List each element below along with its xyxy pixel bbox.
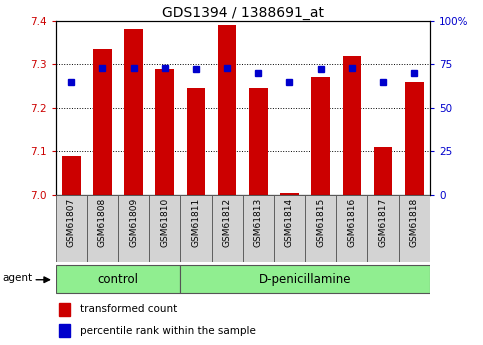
FancyBboxPatch shape (87, 195, 118, 262)
Bar (59, 324, 70, 337)
Bar (312, 77, 330, 195)
Bar (405, 82, 424, 195)
Text: GSM61810: GSM61810 (160, 198, 169, 247)
Bar (59, 303, 70, 316)
FancyBboxPatch shape (56, 195, 87, 262)
FancyBboxPatch shape (274, 195, 305, 262)
Text: percentile rank within the sample: percentile rank within the sample (80, 326, 256, 336)
Text: D-penicillamine: D-penicillamine (259, 273, 351, 286)
Bar (374, 147, 392, 195)
Text: agent: agent (3, 273, 33, 283)
Text: GSM61807: GSM61807 (67, 198, 76, 247)
Bar (156, 69, 174, 195)
Text: GSM61816: GSM61816 (347, 198, 356, 247)
Text: GSM61812: GSM61812 (223, 198, 232, 247)
FancyBboxPatch shape (398, 195, 430, 262)
Text: GSM61811: GSM61811 (191, 198, 200, 247)
FancyBboxPatch shape (118, 195, 149, 262)
Bar (93, 49, 112, 195)
FancyBboxPatch shape (180, 265, 430, 293)
FancyBboxPatch shape (212, 195, 242, 262)
Bar (218, 25, 237, 195)
FancyBboxPatch shape (180, 195, 212, 262)
Text: GSM61818: GSM61818 (410, 198, 419, 247)
Text: GSM61813: GSM61813 (254, 198, 263, 247)
Bar (342, 56, 361, 195)
Text: GSM61817: GSM61817 (379, 198, 387, 247)
FancyBboxPatch shape (305, 195, 336, 262)
FancyBboxPatch shape (56, 265, 180, 293)
Bar (249, 88, 268, 195)
Text: transformed count: transformed count (80, 304, 177, 314)
Bar (280, 193, 299, 195)
Text: control: control (98, 273, 139, 286)
Text: GSM61808: GSM61808 (98, 198, 107, 247)
Text: GSM61814: GSM61814 (285, 198, 294, 247)
Bar (62, 156, 81, 195)
Title: GDS1394 / 1388691_at: GDS1394 / 1388691_at (162, 6, 324, 20)
FancyBboxPatch shape (368, 195, 398, 262)
FancyBboxPatch shape (242, 195, 274, 262)
Text: GSM61809: GSM61809 (129, 198, 138, 247)
Text: GSM61815: GSM61815 (316, 198, 325, 247)
Bar (124, 29, 143, 195)
FancyBboxPatch shape (336, 195, 368, 262)
Bar (186, 88, 205, 195)
FancyBboxPatch shape (149, 195, 180, 262)
